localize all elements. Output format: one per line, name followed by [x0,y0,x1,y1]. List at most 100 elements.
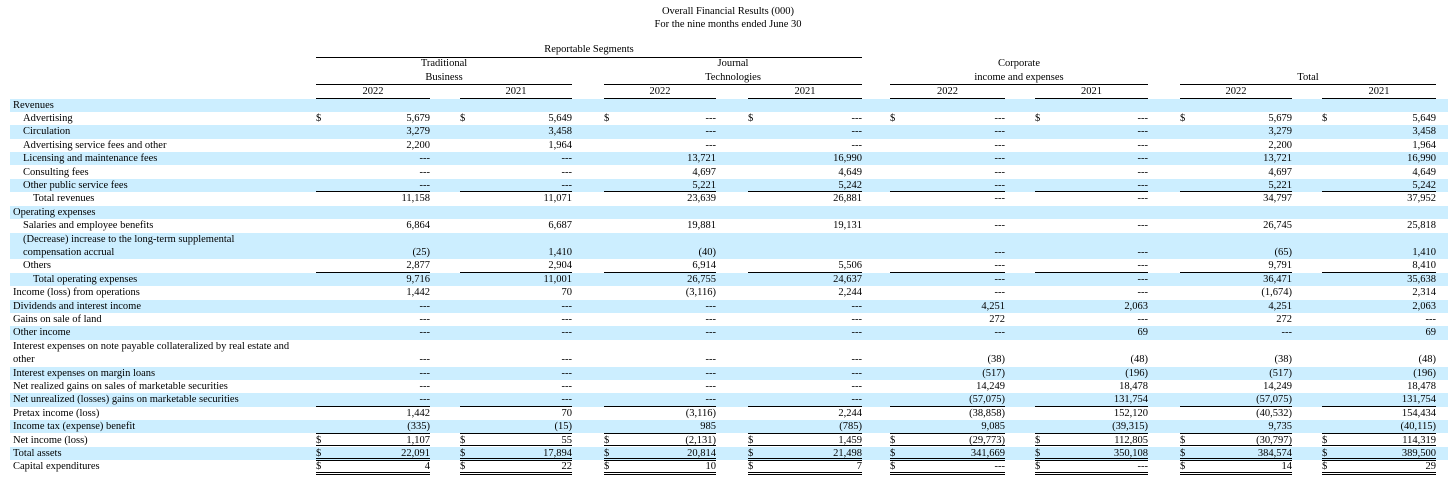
cell-value: 18,478 [1407,380,1436,392]
single-rule [1035,405,1148,407]
cell-value: 4,649 [838,166,862,178]
single-rule [890,271,1005,273]
cell-value: 1,442 [406,287,430,299]
cell-value: 4 [424,461,430,473]
cell-value: 7 [856,461,862,473]
currency: $ [460,112,466,124]
single-rule [604,432,716,434]
single-rule [1180,432,1292,434]
cell-value: 5,679 [1268,112,1292,124]
cell-value: 24,637 [833,273,862,285]
cell-value: --- [1137,126,1149,138]
cell-value: --- [705,367,717,379]
row-band [10,393,1448,407]
cell-value: 22 [561,461,573,473]
cell-value: --- [994,273,1006,285]
year-header: 2021 [505,86,527,97]
cell-value: --- [851,354,863,366]
cell-value: --- [994,260,1006,272]
row-label: Salaries and employee benefits [23,220,154,232]
cell-value: (335) [407,421,430,433]
cell-value: 1,964 [548,139,572,151]
cell-value: 18,478 [1119,380,1148,392]
double-rule [890,471,1005,475]
cell-value: 14,249 [976,380,1005,392]
double-rule [1180,471,1292,475]
cell-value: --- [705,139,717,151]
segment-header: Journal [717,58,749,70]
currency: $ [1322,447,1328,459]
cell-value: 389,500 [1401,447,1436,459]
cell-value: --- [851,112,863,124]
row-label: Gains on sale of land [13,313,102,325]
cell-value: --- [705,126,717,138]
year-header: 2022 [362,86,384,97]
cell-value: 152,120 [1113,407,1148,419]
currency: $ [890,434,896,446]
cell-value: 2,063 [1412,300,1436,312]
cell-value: 3,458 [1412,126,1436,138]
cell-value: --- [851,380,863,392]
cell-value: 19,131 [833,220,862,232]
cell-value: --- [1137,166,1149,178]
cell-value: --- [561,300,573,312]
cell-value: 13,721 [687,153,716,165]
cell-value: 22,091 [401,447,430,459]
single-rule [604,271,716,273]
row-label: Other public service fees [23,179,128,191]
currency: $ [460,447,466,459]
cell-value: --- [1137,313,1149,325]
cell-value: (3,116) [685,287,716,299]
row-label: other [13,354,35,366]
single-rule [1322,432,1436,434]
double-rule [748,444,862,448]
double-rule [1180,458,1292,462]
cell-value: --- [561,354,573,366]
cell-value: --- [994,287,1006,299]
row-label: Net unrealized (losses) gains on marketa… [13,394,239,406]
cell-value: --- [561,153,573,165]
year-header: 2022 [937,86,958,97]
double-rule [890,458,1005,462]
single-rule [1180,191,1292,193]
double-rule [604,444,716,448]
cell-value: 114,319 [1402,434,1436,446]
cell-value: 112,805 [1114,434,1148,446]
year-header: 2022 [649,86,671,97]
cell-value: --- [1137,273,1149,285]
cell-value: --- [419,354,431,366]
cell-value: 2,244 [838,287,862,299]
double-rule [1035,444,1148,448]
cell-value: 4,251 [1268,300,1292,312]
double-rule [604,471,716,475]
cell-value: 131,754 [1401,394,1436,406]
double-rule [1035,458,1148,462]
cell-value: --- [1137,179,1149,191]
single-rule [890,432,1005,434]
double-rule [890,444,1005,448]
currency: $ [316,434,322,446]
cell-value: (38,858) [969,407,1005,419]
single-rule [460,191,572,193]
row-band [10,178,1448,193]
cell-value: --- [705,380,717,392]
cell-value: 6,687 [548,220,572,232]
cell-value: --- [1137,153,1149,165]
double-rule [316,458,430,462]
cell-value: --- [1137,461,1149,473]
cell-value: --- [994,126,1006,138]
currency: $ [890,447,896,459]
year-header: 2021 [794,86,816,97]
cell-value: 69 [1425,327,1437,339]
single-rule [604,191,716,193]
cell-value: 6,914 [692,260,716,272]
cell-value: --- [994,220,1006,232]
row-label: Interest expenses on margin loans [13,367,156,379]
segment-rule [604,84,862,85]
double-rule [460,458,572,462]
cell-value: 29 [1425,461,1437,473]
cell-value: 4,697 [692,166,716,178]
currency: $ [604,447,610,459]
row-label: Total operating expenses [33,273,138,285]
